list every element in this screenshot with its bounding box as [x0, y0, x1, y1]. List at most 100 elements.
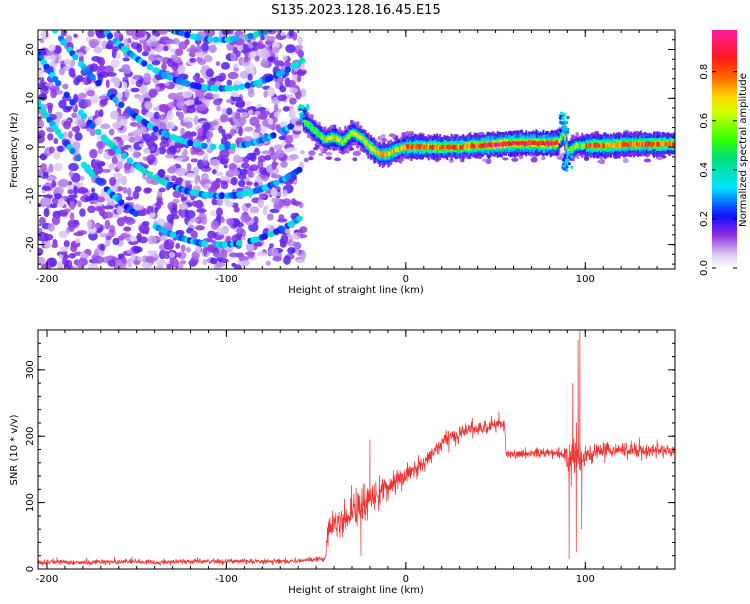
- noise-blob: [297, 74, 302, 83]
- noise-blob: [53, 137, 59, 145]
- carrier-band-segment: [551, 141, 554, 147]
- noise-blob: [196, 208, 207, 213]
- noise-blob: [118, 139, 124, 148]
- arc-ridge-point: [278, 69, 286, 76]
- carrier-spread-point: [562, 113, 567, 117]
- arc-ridge-point: [238, 83, 245, 90]
- noise-blob: [136, 43, 143, 53]
- carrier-band-segment: [398, 147, 401, 152]
- noise-blob: [159, 141, 170, 148]
- noise-blob: [47, 223, 55, 232]
- carrier-band-segment: [436, 144, 439, 149]
- noise-blob: [146, 154, 156, 164]
- noise-blob: [261, 150, 272, 155]
- noise-blob: [38, 247, 44, 256]
- noise-blob: [154, 207, 159, 214]
- noise-blob: [268, 247, 279, 257]
- noise-blob: [144, 100, 153, 111]
- noise-blob: [68, 67, 76, 78]
- noise-blob: [91, 187, 96, 193]
- noise-blob: [232, 124, 238, 130]
- carrier-band-segment: [599, 143, 602, 149]
- carrier-band-segment: [447, 144, 450, 150]
- noise-blob: [284, 227, 289, 234]
- noise-blob: [178, 204, 188, 211]
- noise-blob: [163, 45, 169, 52]
- noise-blob: [205, 30, 216, 37]
- colorbar-label: Normalized spectral amplitude: [738, 73, 749, 227]
- colorbar-ticks: 0.0 0.2 0.4 0.6 0.8: [699, 64, 737, 276]
- carrier-band-segment: [476, 144, 479, 149]
- carrier-halo-blob: [530, 157, 538, 163]
- noise-blob: [206, 130, 214, 139]
- noise-blob: [39, 37, 45, 44]
- carrier-band-segment: [384, 152, 387, 157]
- carrier-band-segment: [355, 133, 358, 138]
- carrier-spread-point: [561, 127, 565, 131]
- noise-blob: [260, 49, 271, 60]
- carrier-band-segment: [552, 141, 555, 146]
- noise-blob: [132, 151, 141, 159]
- arc-ridge-point: [267, 231, 274, 238]
- carrier-band-segment: [454, 145, 457, 150]
- carrier-band-segment: [429, 145, 432, 150]
- carrier-band-segment: [453, 145, 456, 150]
- noise-blob: [266, 213, 274, 221]
- noise-blob: [204, 55, 213, 63]
- noise-blob: [69, 200, 76, 211]
- noise-blob: [252, 41, 258, 47]
- noise-blob: [39, 154, 47, 161]
- spectrogram-y-tick-label: 10: [25, 92, 36, 105]
- carrier-band-segment: [641, 142, 644, 147]
- carrier-halo-blob: [597, 159, 604, 164]
- noise-blob: [124, 217, 136, 225]
- noise-blob: [41, 30, 50, 40]
- noise-blob: [88, 263, 99, 269]
- noise-blob: [95, 205, 103, 212]
- snr-axes: -200 -100 0 100 0 100 200 300: [25, 329, 676, 585]
- carrier-band-segment: [403, 144, 406, 150]
- carrier-band-segment: [487, 142, 490, 147]
- noise-blob: [185, 247, 191, 253]
- noise-blob: [266, 87, 276, 98]
- noise-blob: [288, 109, 296, 120]
- arc-ridge-point: [224, 143, 231, 151]
- carrier-band-segment: [315, 130, 318, 135]
- carrier-halo-blob: [541, 155, 546, 161]
- noise-blob: [246, 152, 256, 161]
- noise-blob: [246, 68, 256, 75]
- carrier-spread-point: [567, 162, 571, 166]
- noise-blob: [191, 200, 198, 207]
- arc-ridge-point: [261, 30, 268, 35]
- arc-ridge-point: [112, 96, 119, 104]
- arc-ridge-point: [282, 19, 288, 25]
- noise-blob: [258, 124, 268, 134]
- arc-ridge-point: [230, 143, 237, 150]
- carrier-band-segment: [503, 141, 506, 146]
- carrier-band-segment: [614, 143, 617, 148]
- noise-blob: [273, 111, 280, 118]
- carrier-band-segment: [327, 136, 330, 141]
- carrier-band-segment: [374, 149, 377, 154]
- noise-blob: [87, 205, 96, 214]
- noise-blob: [197, 128, 204, 137]
- noise-blob: [123, 81, 128, 90]
- noise-blob: [94, 248, 100, 258]
- noise-blob: [38, 119, 44, 129]
- arc-ridge-point: [146, 122, 154, 129]
- noise-blob: [260, 58, 269, 68]
- noise-blob: [218, 72, 227, 82]
- arc-ridge-point: [267, 74, 274, 82]
- arc-ridge-point: [95, 128, 102, 136]
- noise-blob: [217, 197, 223, 207]
- noise-blob: [190, 131, 197, 137]
- noise-blob: [220, 181, 229, 190]
- carrier-band-segment: [670, 142, 673, 147]
- arc-ridge-point: [296, 215, 303, 222]
- carrier-spread-point: [561, 124, 565, 128]
- noise-blob: [94, 110, 101, 118]
- carrier-band-segment: [576, 143, 579, 149]
- noise-blob: [78, 182, 84, 188]
- carrier-band-segment: [492, 142, 495, 147]
- arc-ridge-point: [89, 171, 96, 178]
